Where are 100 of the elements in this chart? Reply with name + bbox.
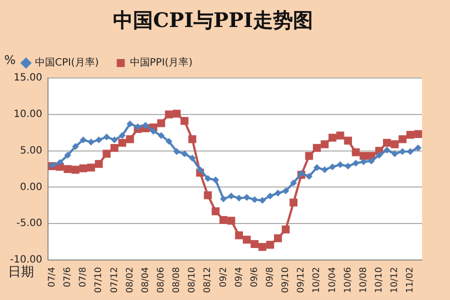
y-axis-title: %	[4, 53, 16, 68]
point	[384, 146, 390, 154]
y-tick-label: 5.00	[20, 145, 42, 156]
point	[188, 135, 196, 144]
x-tick-label: 08/08	[172, 266, 182, 293]
point	[305, 152, 314, 160]
point	[158, 132, 165, 139]
x-tick-label: 09/4	[234, 266, 244, 288]
point	[95, 136, 102, 144]
point	[157, 119, 166, 128]
point	[266, 240, 274, 249]
point	[134, 123, 142, 130]
point	[368, 158, 375, 164]
x-tick-label: 07/12	[110, 267, 120, 293]
point	[227, 216, 236, 225]
point	[360, 158, 367, 166]
point	[398, 135, 406, 144]
point	[236, 194, 242, 202]
point	[166, 138, 172, 145]
point	[94, 160, 103, 168]
y-tick-label: 0.00	[20, 182, 42, 193]
point	[103, 134, 110, 140]
point	[406, 130, 414, 139]
point	[282, 187, 290, 194]
point	[376, 152, 383, 159]
point	[126, 120, 134, 128]
point	[188, 154, 196, 162]
point	[212, 207, 220, 216]
point	[328, 134, 336, 142]
point	[313, 164, 320, 171]
point	[79, 164, 88, 172]
point	[242, 236, 251, 244]
point	[196, 166, 204, 174]
point	[321, 166, 328, 174]
point	[64, 165, 72, 173]
x-tick-label: 08/10	[188, 266, 198, 293]
point	[414, 144, 422, 152]
point	[111, 136, 118, 144]
point	[312, 144, 321, 152]
point	[250, 240, 259, 248]
x-tick-label: 10/04	[328, 266, 338, 293]
point	[228, 192, 235, 200]
point	[110, 144, 118, 152]
y-tick-label: -5.00	[16, 218, 42, 230]
point	[360, 152, 368, 160]
point	[87, 164, 96, 172]
point	[266, 192, 274, 200]
point	[88, 138, 94, 146]
point	[181, 150, 188, 158]
point	[383, 138, 391, 147]
point	[399, 148, 406, 155]
point	[172, 110, 181, 118]
point	[390, 140, 399, 148]
point	[352, 160, 360, 167]
point	[204, 175, 212, 182]
y-tick-label: -10.00	[10, 254, 42, 266]
point	[220, 195, 227, 202]
legend-label: 中国CPI(月率)	[35, 56, 99, 69]
point	[180, 117, 188, 125]
point	[258, 242, 266, 251]
x-tick-label: 08/06	[156, 266, 166, 293]
x-tick-label: 10/12	[390, 267, 400, 293]
x-tick-label: 10/10	[374, 266, 385, 293]
point	[243, 194, 250, 201]
point	[414, 130, 422, 138]
y-tick-label: 10.00	[14, 109, 42, 120]
point	[336, 161, 344, 168]
point	[251, 196, 258, 204]
point	[282, 226, 290, 234]
point	[336, 132, 344, 140]
point	[274, 190, 282, 196]
point	[274, 234, 282, 242]
point	[219, 216, 228, 224]
x-tick-label: 07/8	[78, 266, 89, 288]
point	[173, 148, 180, 155]
point	[320, 140, 329, 148]
x-tick-label: 10/02	[312, 267, 322, 293]
x-tick-label: 09/6	[250, 266, 260, 288]
point	[204, 191, 212, 200]
point	[118, 132, 126, 139]
point	[56, 159, 64, 166]
point	[258, 196, 266, 204]
x-tick-label: 11/02	[406, 267, 416, 293]
point	[150, 128, 157, 135]
point	[102, 150, 111, 158]
point	[164, 110, 173, 118]
chart-title: 中国CPI与PPI走势图	[113, 8, 313, 32]
x-tick-label: 07/6	[63, 266, 74, 288]
point	[344, 162, 352, 170]
x-tick-label: 08/12	[203, 267, 214, 293]
point	[290, 198, 298, 206]
point	[391, 150, 398, 158]
y-tick-label: 15.00	[14, 72, 42, 84]
x-tick-label: 08/04	[140, 266, 151, 293]
point	[290, 179, 297, 186]
point	[142, 122, 149, 129]
point	[118, 138, 126, 147]
x-tick-label: 09/12	[296, 267, 307, 293]
point	[352, 148, 360, 156]
point	[126, 135, 134, 144]
